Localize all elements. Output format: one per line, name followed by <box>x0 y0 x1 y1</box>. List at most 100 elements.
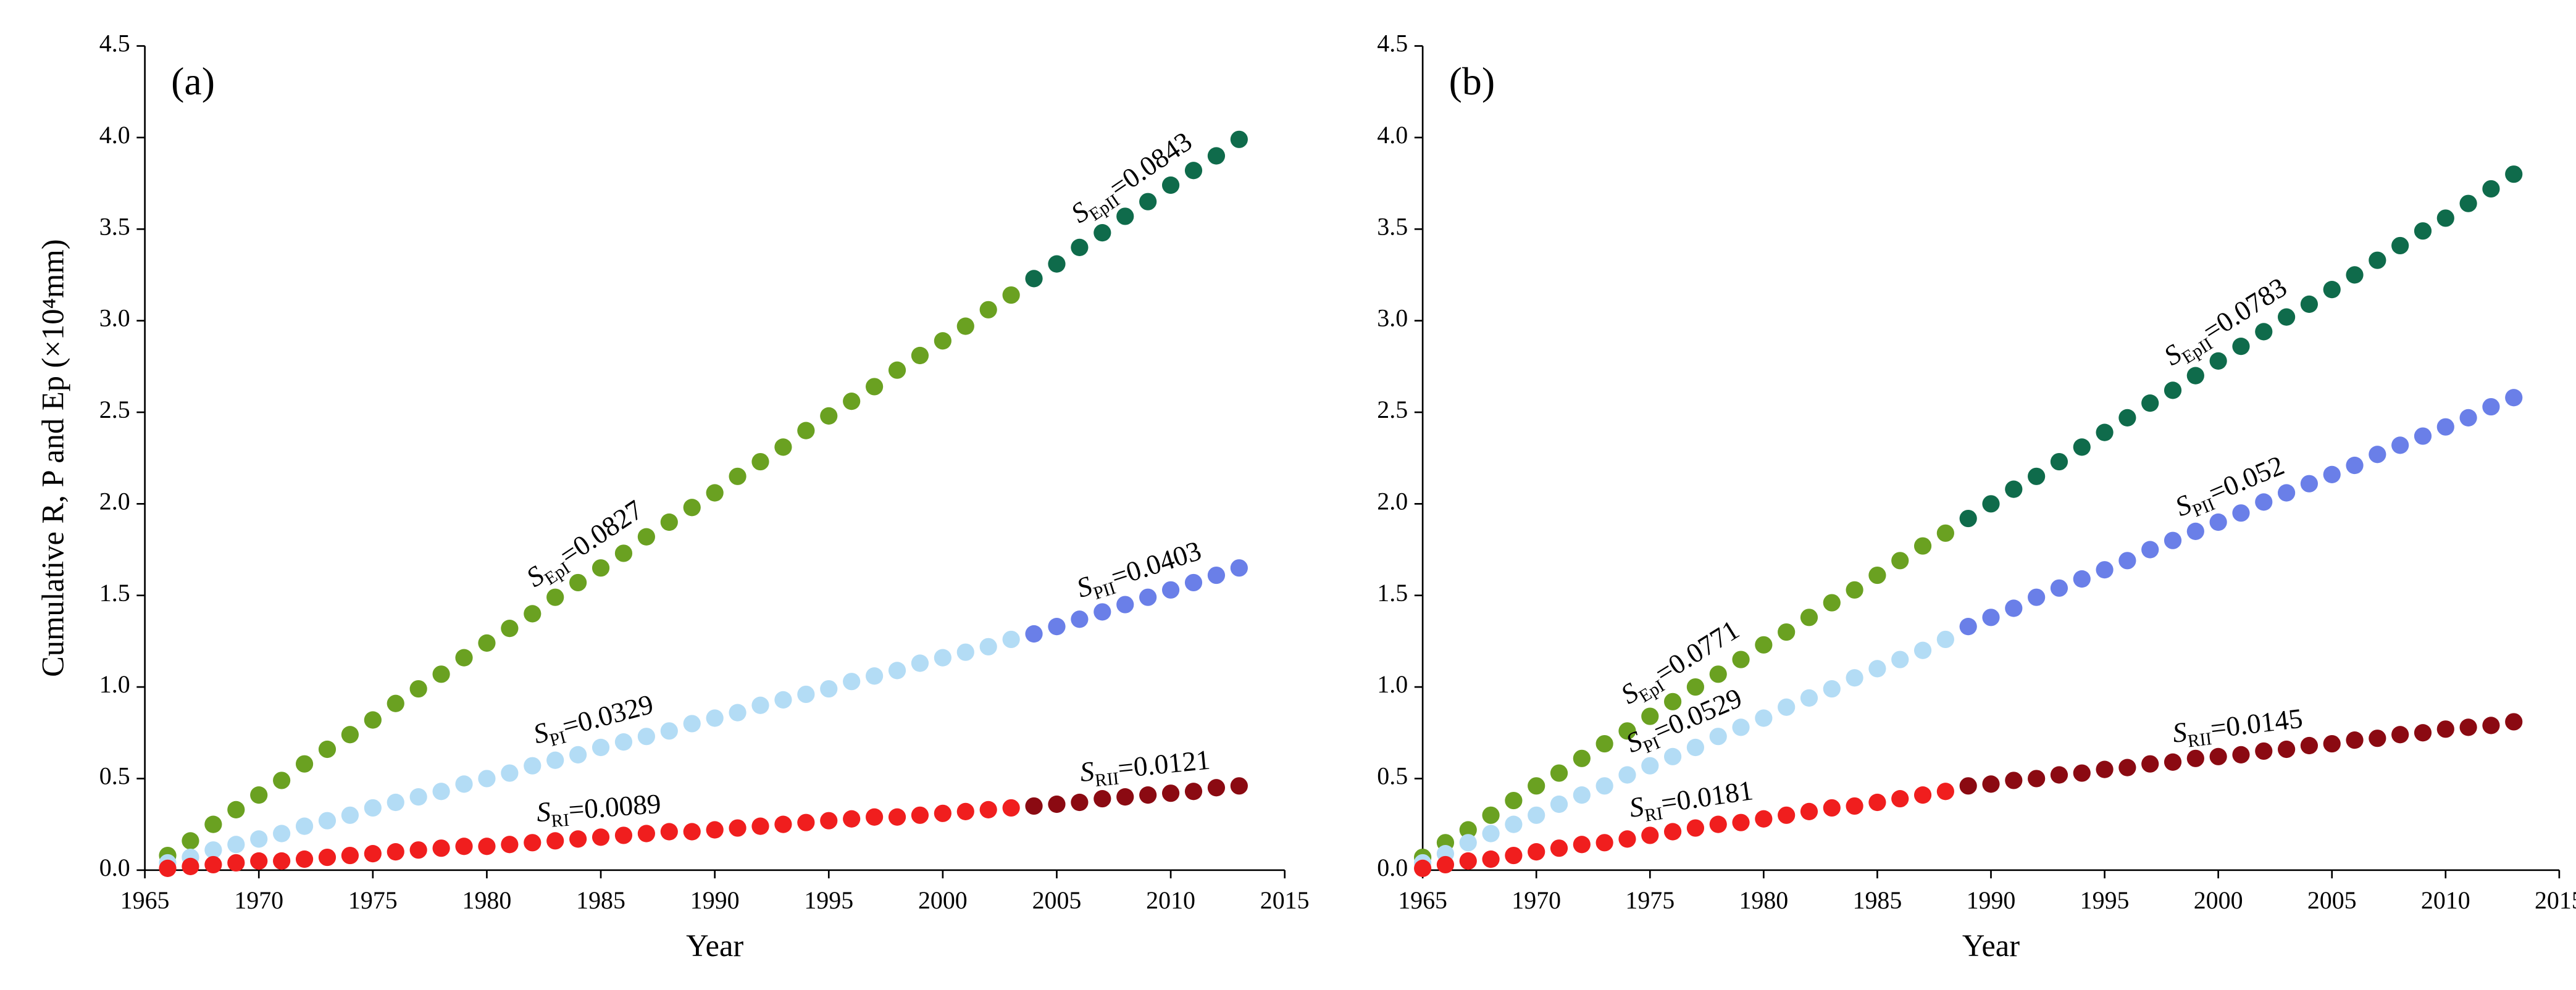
y-tick-label: 1.5 <box>99 579 130 607</box>
slope-value: =0.0089 <box>567 788 662 826</box>
point <box>911 654 929 672</box>
point <box>1732 718 1750 736</box>
point <box>934 804 951 822</box>
point <box>956 802 974 820</box>
point <box>1230 130 1248 148</box>
point <box>1505 791 1523 810</box>
point <box>751 817 769 835</box>
point <box>295 850 314 868</box>
point <box>1528 843 1545 861</box>
x-tick-label: 2015 <box>1260 886 1310 914</box>
point <box>2186 522 2204 540</box>
point <box>341 846 359 865</box>
point <box>250 830 268 848</box>
slope-symbol: S <box>535 796 551 828</box>
point <box>1025 797 1043 815</box>
point <box>1573 786 1591 804</box>
point <box>364 799 382 817</box>
point <box>2391 726 2409 744</box>
slope-value: =0.0145 <box>2209 703 2304 744</box>
point <box>729 467 746 485</box>
y-tick-label: 3.5 <box>99 212 130 240</box>
x-tick-label: 1965 <box>120 886 170 914</box>
slope-symbol: S <box>1628 791 1646 824</box>
point <box>1573 749 1591 767</box>
point <box>2505 713 2523 731</box>
series: SRI=0.0089 <box>159 788 1020 877</box>
panel: 0.0 0.5 1.0 1.5 2.0 2.5 3.0 3.5 4.0 4.5 1965 1970 19… <box>1377 30 2576 963</box>
point <box>204 841 222 859</box>
point <box>2459 718 2477 736</box>
slope-value: =0.0121 <box>1116 744 1211 784</box>
point <box>341 806 359 824</box>
point <box>204 855 222 874</box>
point <box>1528 806 1545 824</box>
point <box>2096 423 2114 441</box>
point <box>2209 747 2227 765</box>
series: SPII=0.0403 <box>1025 535 1248 643</box>
point <box>569 830 587 848</box>
point <box>888 662 906 680</box>
point <box>843 673 861 691</box>
point <box>524 834 542 852</box>
point <box>2096 561 2114 579</box>
x-tick-label: 1985 <box>1853 886 1902 914</box>
point <box>2346 266 2364 284</box>
point <box>1094 603 1111 621</box>
point <box>1778 698 1796 716</box>
point <box>432 665 450 683</box>
panel-label: (a) <box>171 59 215 103</box>
point <box>1936 524 1954 542</box>
point <box>1528 777 1545 795</box>
point <box>1959 618 1977 636</box>
x-tick-label: 1990 <box>690 886 740 914</box>
point <box>2073 570 2091 588</box>
point <box>2323 281 2341 299</box>
point <box>1482 850 1500 868</box>
x-tick-label: 1995 <box>2080 886 2130 914</box>
point <box>1913 641 1932 659</box>
point <box>1663 823 1682 841</box>
slope-label: SPII=0.052 <box>2171 450 2290 526</box>
slope-value: =0.0783 <box>2198 272 2292 347</box>
slope-subscript: RII <box>1094 768 1120 791</box>
point <box>387 843 404 861</box>
point <box>2141 394 2159 412</box>
point <box>751 452 769 471</box>
point <box>2369 730 2386 747</box>
y-tick-label: 0.5 <box>99 762 130 790</box>
point <box>1184 573 1203 592</box>
x-tick-label: 1980 <box>1739 886 1788 914</box>
point <box>797 813 815 831</box>
point <box>478 838 496 855</box>
point <box>432 783 450 801</box>
point <box>706 709 724 727</box>
point <box>2277 484 2296 502</box>
point <box>409 680 427 698</box>
point <box>1618 830 1636 848</box>
point <box>1846 669 1863 687</box>
point <box>387 694 404 712</box>
point <box>911 806 929 824</box>
point <box>1071 793 1089 812</box>
point <box>637 825 655 842</box>
point <box>1139 588 1157 606</box>
x-tick-label: 2015 <box>2535 886 2576 914</box>
point <box>888 808 906 826</box>
point <box>318 812 337 830</box>
y-tick-label: 0.5 <box>1377 762 1408 790</box>
point <box>1755 810 1773 828</box>
point <box>1002 799 1020 817</box>
point <box>1936 630 1954 649</box>
point <box>979 801 997 818</box>
x-tick-label: 1985 <box>576 886 625 914</box>
point <box>1184 783 1203 801</box>
point <box>683 823 701 841</box>
point <box>2050 579 2068 597</box>
point <box>888 361 906 379</box>
point <box>1641 707 1659 725</box>
x-tick-label: 2005 <box>2307 886 2357 914</box>
point <box>683 715 701 733</box>
point <box>2323 734 2341 753</box>
